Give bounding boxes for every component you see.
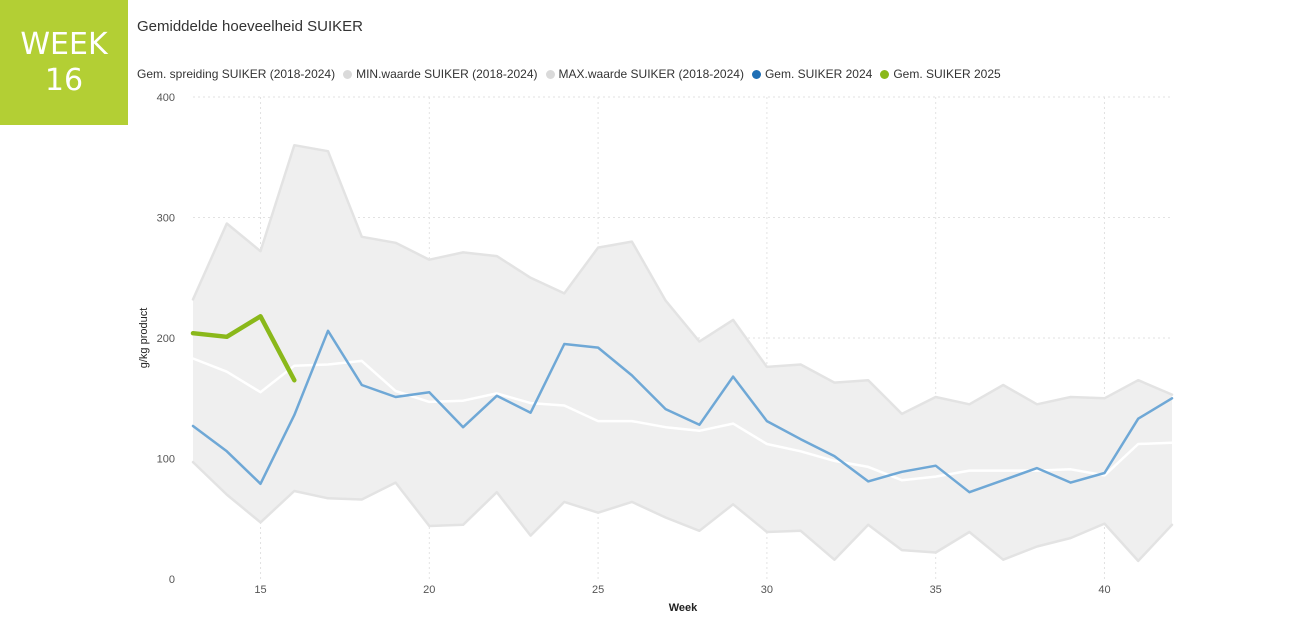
series-min-line — [191, 460, 1174, 563]
legend-item-max[interactable]: MAX.waarde SUIKER (2018-2024) — [545, 67, 744, 81]
x-tick-label: 35 — [930, 584, 942, 596]
spread-area — [193, 145, 1172, 561]
legend-label: Gem. SUIKER 2024 — [764, 67, 873, 81]
y-tick-label: 100 — [157, 454, 175, 466]
spread-band — [193, 145, 1172, 561]
series-max-line — [191, 143, 1174, 416]
week-badge: WEEK 16 — [0, 0, 128, 125]
legend-item-2024[interactable]: Gem. SUIKER 2024 — [751, 67, 873, 81]
week-badge-label: WEEK — [20, 26, 108, 62]
y-tick-label: 200 — [157, 333, 175, 345]
legend-label: Gem. spreiding SUIKER (2018-2024) — [137, 67, 336, 81]
y-axis-ticks: 0 100 200 300 400 — [157, 92, 175, 586]
x-tick-label: 30 — [761, 584, 773, 596]
legend-label: Gem. SUIKER 2025 — [893, 67, 1001, 81]
y-tick-label: 400 — [157, 92, 175, 104]
x-tick-label: 15 — [254, 584, 266, 596]
x-tick-label: 20 — [423, 584, 435, 596]
legend-dot-icon — [880, 69, 890, 79]
legend-item-2025[interactable]: Gem. SUIKER 2025 — [880, 67, 1001, 81]
series-lines — [190, 143, 1174, 563]
legend-item-min[interactable]: MIN.waarde SUIKER (2018-2024) — [343, 67, 538, 81]
legend-dot-icon — [545, 69, 555, 79]
x-tick-label: 40 — [1098, 584, 1110, 596]
series-2024-line — [191, 329, 1174, 494]
series-2025-line — [190, 314, 297, 383]
legend-dot-icon — [343, 69, 353, 79]
y-axis-title: g/kg product — [138, 308, 150, 369]
x-tick-label: 25 — [592, 584, 604, 596]
legend-label: MAX.waarde SUIKER (2018-2024) — [558, 67, 744, 81]
y-tick-label: 0 — [169, 574, 175, 586]
chart-legend: Gem. spreiding SUIKER (2018-2024) MIN.wa… — [137, 67, 1009, 81]
legend-item-spreiding[interactable]: Gem. spreiding SUIKER (2018-2024) — [137, 67, 335, 81]
series-average-line — [191, 357, 1174, 482]
x-axis-title: Week — [669, 602, 698, 614]
legend-dot-icon — [751, 69, 761, 79]
y-tick-label: 300 — [157, 213, 175, 225]
x-axis-ticks: 15 20 25 30 35 40 — [254, 584, 1110, 596]
legend-label: MIN.waarde SUIKER (2018-2024) — [356, 67, 538, 81]
chart-title: Gemiddelde hoeveelheid SUIKER — [137, 18, 363, 35]
week-badge-number: 16 — [44, 62, 84, 98]
